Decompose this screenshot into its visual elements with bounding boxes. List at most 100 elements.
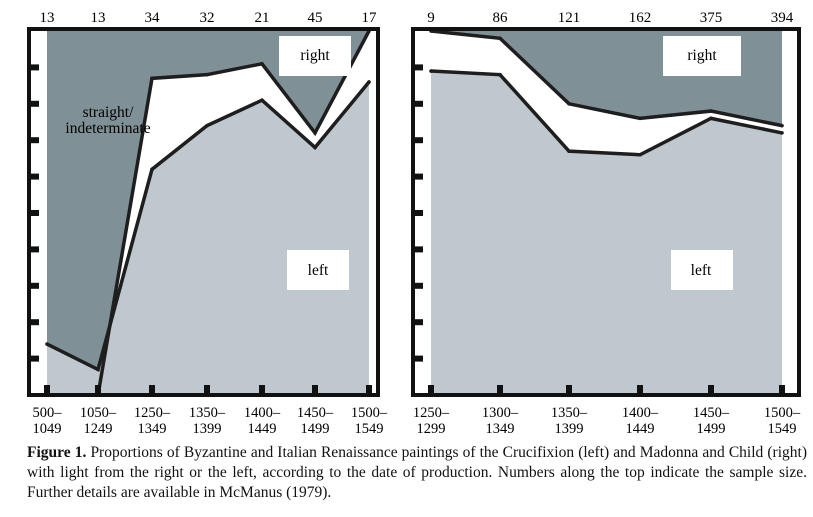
y-tick <box>29 210 39 216</box>
x-tick-label: 1449 <box>248 421 277 437</box>
y-tick <box>413 319 423 326</box>
label-box-left <box>287 250 349 290</box>
y-tick <box>29 246 39 253</box>
y-tick <box>29 282 39 289</box>
data-point-right <box>567 102 571 106</box>
x-tick-label: 1299 <box>417 421 446 437</box>
series-line-right <box>430 29 783 128</box>
figure-caption: Figure 1. Proportions of Byzantine and I… <box>27 443 807 503</box>
region-label-right: right <box>687 47 717 64</box>
sample-size-label: 17 <box>362 10 378 26</box>
figure: 13 13 34 32 21 45 17500–10491050–12491250–1349… <box>27 10 801 437</box>
data-point-right <box>638 116 642 121</box>
sample-size-label: 86 <box>493 10 509 26</box>
sample-size-label: 13 <box>40 10 55 26</box>
data-point-right <box>150 76 154 81</box>
y-tick <box>413 173 423 180</box>
sample-size-label: 34 <box>145 10 161 26</box>
label-box-right <box>663 36 741 76</box>
x-tick-label: 1049 <box>33 421 62 437</box>
y-tick <box>413 246 423 253</box>
x-tick <box>566 385 572 395</box>
caption-label: Figure 1. <box>27 444 87 461</box>
y-tick <box>29 100 39 107</box>
y-tick <box>29 64 39 71</box>
sample-size-label: 394 <box>771 10 794 26</box>
x-tick <box>259 385 265 395</box>
data-point-right <box>498 36 502 41</box>
x-tick-label: 1349 <box>486 421 515 437</box>
y-tick <box>413 100 423 107</box>
sample-size-label: 9 <box>427 10 435 26</box>
x-tick-label: 1500– <box>764 405 801 421</box>
data-point-left <box>150 167 154 172</box>
x-tick-label: 1350– <box>551 405 588 421</box>
x-tick-label: 1250– <box>413 405 450 421</box>
data-point-left <box>367 80 371 84</box>
x-tick-label: 1450– <box>297 405 334 421</box>
x-tick-label: 1249 <box>84 421 113 437</box>
data-point-left <box>498 72 502 77</box>
x-tick-label: 1500– <box>351 405 388 421</box>
data-point-left <box>429 69 433 73</box>
x-tick <box>204 385 210 395</box>
region-label-right: right <box>300 47 330 64</box>
area-right <box>47 31 369 395</box>
x-tick-label: 1250– <box>134 405 171 421</box>
sample-size-label: 32 <box>200 10 215 26</box>
x-tick-label: 1450– <box>693 405 730 421</box>
area-left <box>47 81 369 396</box>
label-box-left <box>671 250 733 290</box>
data-point-left <box>780 131 784 135</box>
x-tick-label: 1499 <box>301 421 330 437</box>
data-point-left <box>260 98 264 102</box>
x-tick-label: 1050– <box>80 405 117 421</box>
y-tick <box>29 173 39 180</box>
y-tick <box>413 282 423 289</box>
sample-size-label: 121 <box>558 10 581 26</box>
y-tick <box>29 137 39 144</box>
data-point-left <box>567 149 571 153</box>
x-tick-label: 1349 <box>138 421 167 437</box>
region-label-straight: indeterminate <box>65 120 150 137</box>
x-tick-label: 1399 <box>555 421 584 437</box>
x-tick <box>312 385 318 395</box>
data-point-left <box>45 342 49 346</box>
data-point-right <box>709 109 713 113</box>
data-point-left <box>205 123 209 128</box>
region-label-left: left <box>308 262 329 279</box>
data-point-left <box>709 116 713 121</box>
data-point-right <box>780 123 784 128</box>
x-tick-label: 1400– <box>244 405 281 421</box>
area-left <box>431 71 782 395</box>
data-point-right <box>313 131 317 135</box>
series-line-left <box>430 69 783 157</box>
x-tick <box>428 385 434 395</box>
x-tick-label: 1350– <box>189 405 226 421</box>
y-tick <box>413 210 423 216</box>
y-tick <box>413 355 423 362</box>
panel-madonna: 9 86 121 162 375 394 1250–1299 1300–1349 1350–13… <box>411 10 801 437</box>
panel-crucifixion: 13 13 34 32 21 45 17 500–1049 1050–1249 1250–1349… <box>27 10 388 437</box>
y-tick <box>29 319 39 326</box>
caption-text: Proportions of Byzantine and Italian Ren… <box>27 444 807 501</box>
data-point-right <box>205 72 209 77</box>
x-tick-label: 1300– <box>482 405 519 421</box>
x-tick <box>366 385 372 395</box>
region-label-straight: straight/ <box>83 104 134 121</box>
sample-size-label: 13 <box>91 10 106 26</box>
x-tick <box>95 385 101 395</box>
y-tick <box>29 355 39 362</box>
x-tick <box>149 385 155 395</box>
sample-size-label: 45 <box>308 10 323 26</box>
x-tick-label: 1400– <box>622 405 659 421</box>
sample-size-label: 162 <box>629 10 652 26</box>
region-label-left: left <box>691 262 712 279</box>
data-point-right <box>260 61 264 66</box>
sample-size-label: 21 <box>255 10 270 26</box>
x-tick-label: 500– <box>33 405 63 421</box>
x-tick <box>779 385 785 395</box>
sample-size-label: 375 <box>700 10 723 26</box>
y-tick <box>413 64 423 71</box>
x-tick <box>708 385 714 395</box>
